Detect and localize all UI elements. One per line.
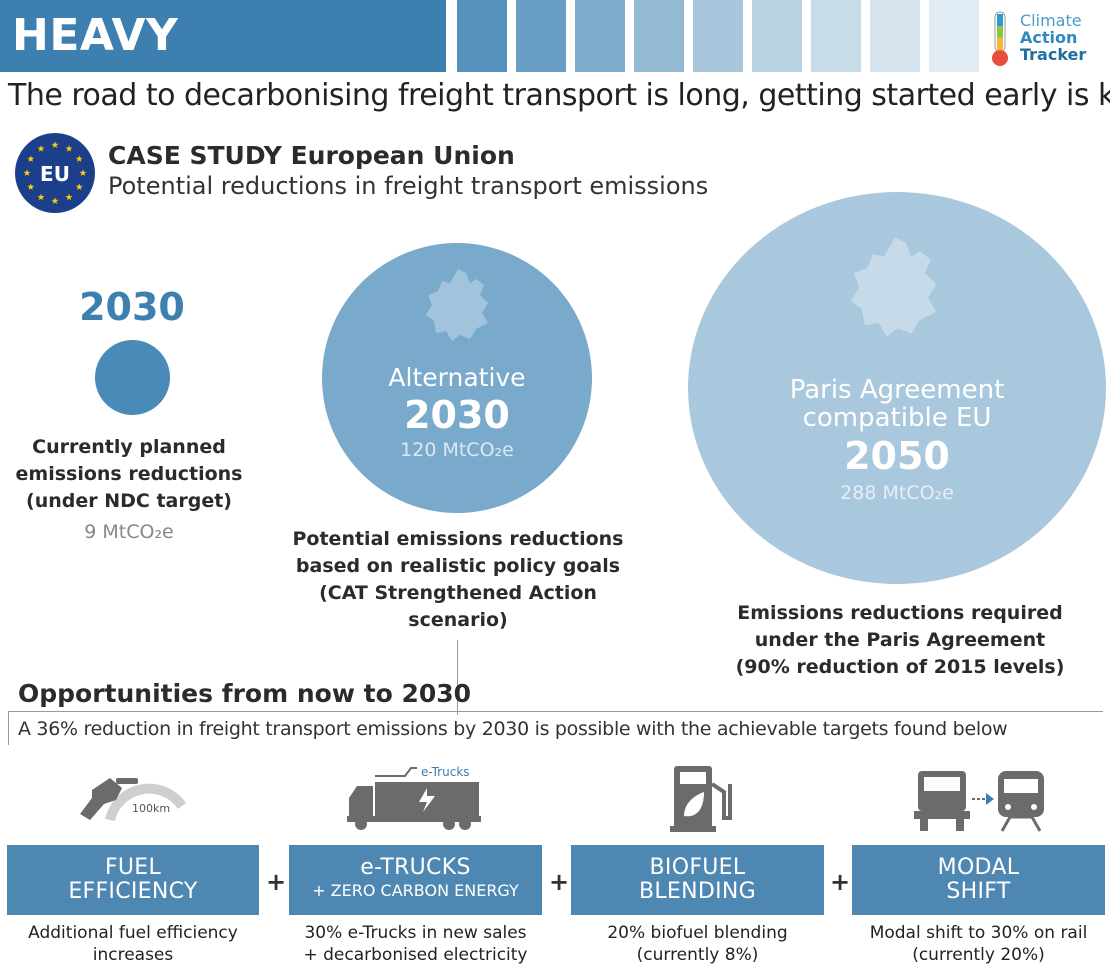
modal-shift-desc-line-2: (currently 20%) bbox=[912, 945, 1045, 965]
eu-star bbox=[51, 141, 59, 148]
modal-shift-desc: Modal shift to 30% on rail (currently 20… bbox=[852, 922, 1105, 966]
ndc-value: 9 MtCO₂e bbox=[84, 521, 174, 543]
plus-sign: + bbox=[830, 868, 851, 896]
opportunities-subtitle: A 36% reduction in freight transport emi… bbox=[18, 718, 1008, 740]
alternative-year: 2030 bbox=[404, 393, 510, 437]
fuel-efficiency-desc: Additional fuel efficiency increases bbox=[7, 922, 259, 966]
color-swatch bbox=[457, 0, 507, 72]
eu-star bbox=[65, 193, 73, 201]
ndc-caption: Currently planned emissions reductions (… bbox=[0, 434, 258, 515]
paris-year: 2050 bbox=[844, 434, 950, 478]
logo-line-1: Climate bbox=[1020, 11, 1082, 30]
plus-sign: + bbox=[266, 868, 287, 896]
biofuel-desc-line-1: 20% biofuel blending bbox=[607, 923, 788, 943]
opportunities-title: Opportunities from now to 2030 bbox=[18, 679, 472, 708]
eu-star bbox=[27, 155, 35, 162]
eu-star bbox=[75, 155, 83, 162]
fuel-efficiency-title-1: FUEL bbox=[104, 855, 162, 880]
paris-caption-line-2: under the Paris Agreement bbox=[754, 629, 1046, 651]
fuel-efficiency-title-2: EFFICIENCY bbox=[68, 879, 198, 904]
alternative-caption-line-1: Potential emissions reductions bbox=[292, 528, 624, 550]
modal-shift-title-2: SHIFT bbox=[946, 879, 1011, 904]
logo-line-2: Action bbox=[1020, 28, 1078, 47]
eu-flag-icon: EU bbox=[15, 133, 95, 213]
alternative-value: 120 MtCO₂e bbox=[400, 439, 514, 461]
biofuel-desc: 20% biofuel blending (currently 8%) bbox=[571, 922, 824, 966]
europe-map-icon bbox=[851, 237, 937, 337]
etrucks-desc-line-2: + decarbonised electricity bbox=[303, 945, 528, 965]
modal-shift-box: MODAL SHIFT bbox=[852, 845, 1105, 915]
alternative-caption-line-2: based on realistic policy goals bbox=[295, 555, 621, 577]
modal-shift-desc-line-1: Modal shift to 30% on rail bbox=[869, 923, 1088, 943]
paris-label: Paris Agreement compatible EU bbox=[688, 376, 1106, 432]
ndc-circle bbox=[95, 340, 170, 415]
paris-caption-line-3: (90% reduction of 2015 levels) bbox=[735, 656, 1065, 678]
eu-star bbox=[37, 145, 45, 152]
eu-star bbox=[65, 145, 73, 152]
alternative-caption: Potential emissions reductions based on … bbox=[278, 526, 638, 634]
electric-truck-icon: e-Trucks bbox=[347, 765, 481, 830]
ndc-caption-line-1: Currently planned bbox=[32, 436, 226, 458]
europe-map-icon bbox=[426, 269, 488, 341]
biofuel-title-2: BLENDING bbox=[638, 879, 757, 904]
ndc-year: 2030 bbox=[79, 285, 185, 329]
fuel-efficiency-box: FUEL EFFICIENCY bbox=[7, 845, 259, 915]
etrucks-desc-line-1: 30% e-Trucks in new sales bbox=[304, 923, 527, 943]
alternative-label: Alternative bbox=[388, 363, 526, 392]
eu-badge-label: EU bbox=[40, 162, 70, 186]
paris-label-line-1: Paris Agreement bbox=[789, 375, 1005, 405]
biofuel-title-1: BIOFUEL bbox=[649, 855, 746, 880]
fuel-efficiency-desc-line-1: Additional fuel efficiency bbox=[28, 923, 238, 943]
ndc-caption-line-3: (under NDC target) bbox=[26, 490, 232, 512]
fuel-efficiency-desc-line-2: increases bbox=[92, 945, 174, 965]
alternative-caption-line-4: scenario) bbox=[408, 609, 508, 631]
fuel-nozzle-icon: 100km bbox=[80, 778, 187, 822]
color-swatch bbox=[929, 0, 979, 72]
etrucks-desc: 30% e-Trucks in new sales + decarbonised… bbox=[289, 922, 542, 966]
eu-star bbox=[75, 183, 83, 190]
vertical-divider bbox=[457, 640, 458, 715]
biofuel-desc-line-2: (currently 8%) bbox=[636, 945, 759, 965]
eu-star bbox=[23, 169, 31, 176]
paris-value: 288 MtCO₂e bbox=[840, 482, 954, 504]
alternative-caption-line-3: (CAT Strengthened Action bbox=[319, 582, 597, 604]
paris-caption: Emissions reductions required under the … bbox=[720, 600, 1080, 681]
color-swatch bbox=[634, 0, 684, 72]
paris-label-line-2: compatible EU bbox=[802, 403, 992, 433]
ndc-caption-line-2: emissions reductions bbox=[15, 463, 243, 485]
plus-sign: + bbox=[549, 868, 570, 896]
etrucks-icon-label: e-Trucks bbox=[421, 765, 470, 779]
modal-shift-title-1: MODAL bbox=[937, 855, 1020, 880]
logo-line-3: Tracker bbox=[1020, 45, 1087, 64]
thermometer-logo-icon bbox=[992, 11, 1008, 66]
page-title: HEAVY TRANSPORT bbox=[0, 0, 446, 133]
case-study-title: CASE STUDY European Union bbox=[108, 141, 515, 170]
page-subtitle: The road to decarbonising freight transp… bbox=[8, 78, 1110, 113]
biofuel-box: BIOFUEL BLENDING bbox=[571, 845, 824, 915]
eu-star bbox=[79, 169, 87, 176]
eu-star bbox=[37, 193, 45, 201]
truck-to-train-icon bbox=[914, 771, 1044, 832]
etrucks-subtitle: + ZERO CARBON ENERGY bbox=[312, 881, 519, 900]
etrucks-box: e-TRUCKS + ZERO CARBON ENERGY bbox=[289, 845, 542, 915]
case-study-subtitle: Potential reductions in freight transpor… bbox=[108, 172, 709, 200]
eu-star bbox=[27, 183, 35, 190]
color-swatch bbox=[870, 0, 920, 72]
paris-caption-line-1: Emissions reductions required bbox=[737, 602, 1063, 624]
climate-action-tracker-logo: Climate Action Tracker bbox=[1020, 12, 1086, 63]
opportunities-bracket bbox=[8, 711, 1103, 745]
color-swatch bbox=[752, 0, 802, 72]
etrucks-title: e-TRUCKS bbox=[360, 855, 471, 880]
color-swatch bbox=[575, 0, 625, 72]
biofuel-pump-icon bbox=[670, 766, 732, 832]
eu-star bbox=[51, 197, 59, 204]
color-swatch bbox=[516, 0, 566, 72]
color-swatch bbox=[693, 0, 743, 72]
fuel-icon-label: 100km bbox=[132, 802, 170, 815]
color-swatch bbox=[811, 0, 861, 72]
